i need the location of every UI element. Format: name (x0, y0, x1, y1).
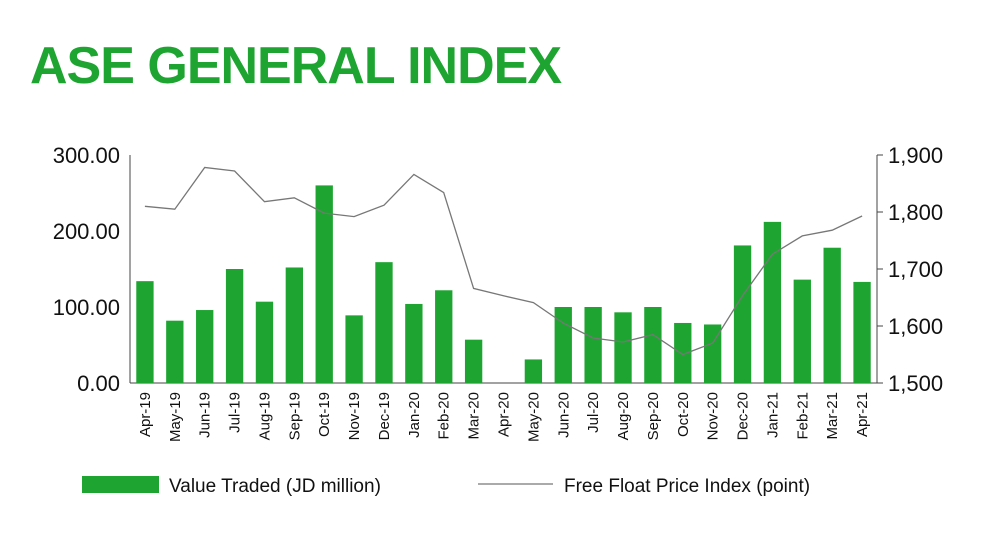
x-tick-label: Feb-20 (436, 392, 453, 440)
legend-bar-swatch (82, 476, 159, 493)
right-tick-label: 1,800 (888, 200, 943, 225)
x-tick-label: Oct-19 (316, 392, 333, 437)
left-tick-label: 100.00 (53, 295, 120, 320)
right-axis: 1,500 1,600 1,700 1,800 1,900 (877, 143, 943, 396)
x-tick-label: Dec-19 (376, 392, 393, 440)
bar (763, 221, 782, 383)
bar (853, 281, 871, 383)
bar (166, 320, 184, 383)
x-tick-label: Apr-21 (854, 392, 871, 437)
x-tick-label: May-20 (525, 392, 542, 442)
left-tick-label: 200.00 (53, 219, 120, 244)
bar-series (136, 185, 871, 383)
x-tick-label: May-19 (167, 392, 184, 442)
bar (644, 307, 662, 383)
left-axis: 0.00 100.00 200.00 300.00 (53, 143, 120, 396)
bar (375, 262, 393, 383)
x-tick-label: Jan-21 (764, 392, 781, 438)
x-tick-label: Sep-20 (645, 392, 662, 440)
bar (823, 247, 841, 383)
x-tick-label: Dec-20 (735, 392, 752, 440)
x-tick-label: Aug-20 (615, 392, 632, 440)
bar (584, 307, 602, 383)
left-tick-label: 0.00 (77, 371, 120, 396)
bar (435, 290, 453, 383)
x-tick-label: Jul-19 (227, 392, 244, 433)
x-tick-label: Oct-20 (675, 392, 692, 437)
bar (255, 301, 274, 383)
bar (285, 267, 304, 383)
x-tick-label: Apr-19 (137, 392, 154, 437)
x-tick-label: Aug-19 (256, 392, 273, 440)
bar (674, 322, 692, 383)
x-tick-label: Sep-19 (286, 392, 303, 440)
bar (524, 359, 543, 383)
x-tick-label: Nov-19 (346, 392, 363, 440)
chart-title: ASE GENERAL INDEX (30, 37, 562, 95)
x-tick-label: Jun-19 (197, 392, 214, 438)
bar (225, 269, 244, 383)
bar (464, 339, 483, 383)
bar (614, 312, 632, 383)
right-tick-label: 1,900 (888, 143, 943, 168)
x-tick-label: Mar-21 (824, 392, 841, 440)
bar (405, 303, 423, 383)
x-tick-label: Mar-20 (466, 392, 483, 440)
bar (733, 245, 752, 383)
x-tick-label: Nov-20 (705, 392, 722, 440)
legend: Value Traded (JD million) Free Float Pri… (82, 476, 810, 497)
x-tick-label: Jun-20 (555, 392, 572, 438)
x-tick-label: Feb-21 (794, 392, 811, 440)
index-line-series (144, 166, 863, 356)
legend-line-label: Free Float Price Index (point) (564, 476, 810, 497)
bar (703, 324, 722, 383)
x-tick-label: Jan-20 (406, 392, 423, 438)
right-tick-label: 1,700 (888, 257, 943, 282)
bar (345, 315, 363, 383)
x-tick-label: Apr-20 (496, 392, 513, 437)
bar (793, 279, 811, 383)
bar (136, 281, 154, 383)
left-tick-label: 300.00 (53, 143, 120, 168)
bar (554, 307, 572, 383)
right-tick-label: 1,600 (888, 314, 943, 339)
right-tick-label: 1,500 (888, 371, 943, 396)
x-axis-labels: Apr-19 May-19 Jun-19 Jul-19 Aug-19 Sep-19 Oct-… (137, 392, 871, 442)
legend-bar-label: Value Traded (JD million) (169, 476, 381, 497)
x-tick-label: Jul-20 (585, 392, 602, 433)
bar (196, 310, 214, 383)
bar (315, 185, 333, 383)
